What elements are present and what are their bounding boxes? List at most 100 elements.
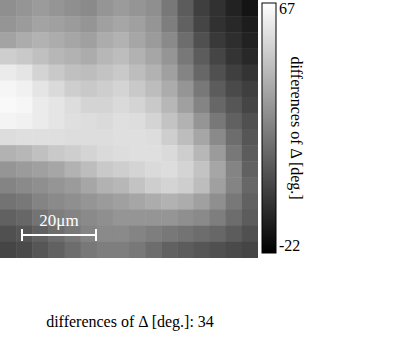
cell xyxy=(161,113,178,130)
cell xyxy=(226,129,243,146)
cell xyxy=(226,113,243,130)
cell xyxy=(226,145,243,162)
cell xyxy=(242,81,258,98)
cell xyxy=(81,65,98,82)
cell xyxy=(177,177,194,194)
cell xyxy=(81,48,98,65)
cell xyxy=(16,32,33,49)
cell xyxy=(81,97,98,114)
cell xyxy=(145,81,162,98)
cell xyxy=(16,210,33,227)
cell xyxy=(194,129,211,146)
cell xyxy=(242,32,258,49)
cell xyxy=(210,242,227,258)
cell xyxy=(81,242,98,258)
cell xyxy=(177,32,194,49)
cell xyxy=(48,32,65,49)
cell xyxy=(65,16,82,33)
cell xyxy=(81,194,98,211)
cell xyxy=(177,145,194,162)
cell xyxy=(81,177,98,194)
cell xyxy=(210,0,227,17)
cell xyxy=(113,194,130,211)
heatmap xyxy=(0,0,258,258)
cell xyxy=(242,177,258,194)
cell xyxy=(145,65,162,82)
cell xyxy=(129,129,146,146)
cell xyxy=(194,210,211,227)
cell xyxy=(161,129,178,146)
cell xyxy=(242,16,258,33)
cell xyxy=(32,0,49,17)
cell xyxy=(32,97,49,114)
cell xyxy=(226,242,243,258)
cell xyxy=(48,161,65,178)
cell xyxy=(81,161,98,178)
cell xyxy=(210,210,227,227)
cell xyxy=(65,129,82,146)
cell xyxy=(97,145,114,162)
cell xyxy=(113,177,130,194)
cell xyxy=(226,81,243,98)
cell xyxy=(210,48,227,65)
cell xyxy=(145,97,162,114)
cell xyxy=(16,129,33,146)
cell xyxy=(65,194,82,211)
cell xyxy=(161,0,178,17)
cell xyxy=(81,129,98,146)
cell xyxy=(32,113,49,130)
cell xyxy=(194,65,211,82)
cell xyxy=(145,161,162,178)
caption: differences of Δ [deg.]: 34 xyxy=(46,313,214,331)
cell xyxy=(242,210,258,227)
scale-bar-line xyxy=(22,234,96,236)
cell xyxy=(210,145,227,162)
cell xyxy=(81,113,98,130)
cell xyxy=(0,81,17,98)
cell xyxy=(226,48,243,65)
cell xyxy=(81,16,98,33)
cell xyxy=(65,145,82,162)
cell xyxy=(0,226,17,243)
cell xyxy=(48,81,65,98)
cell xyxy=(0,48,17,65)
cell xyxy=(81,81,98,98)
cell xyxy=(161,81,178,98)
cell xyxy=(129,210,146,227)
cell xyxy=(0,194,17,211)
cell xyxy=(226,16,243,33)
cell xyxy=(194,242,211,258)
cell xyxy=(210,65,227,82)
cell xyxy=(242,65,258,82)
cell xyxy=(177,65,194,82)
cell xyxy=(145,145,162,162)
cell xyxy=(113,129,130,146)
cell xyxy=(65,48,82,65)
cell xyxy=(113,0,130,17)
cell xyxy=(129,65,146,82)
cell xyxy=(97,48,114,65)
cell xyxy=(226,210,243,227)
cell xyxy=(0,210,17,227)
scale-bar-cap xyxy=(95,229,97,241)
colorbar-gradient xyxy=(262,3,276,253)
cell xyxy=(194,16,211,33)
cell xyxy=(226,161,243,178)
cell xyxy=(0,113,17,130)
cell xyxy=(194,226,211,243)
cell xyxy=(48,113,65,130)
cell xyxy=(97,194,114,211)
cell xyxy=(97,0,114,17)
cell xyxy=(194,0,211,17)
cell xyxy=(16,97,33,114)
cell xyxy=(129,177,146,194)
cell xyxy=(48,97,65,114)
cell xyxy=(97,97,114,114)
cell xyxy=(226,97,243,114)
cell xyxy=(113,242,130,258)
cell xyxy=(210,161,227,178)
cell xyxy=(177,194,194,211)
cell xyxy=(32,65,49,82)
cell xyxy=(32,32,49,49)
cell xyxy=(129,145,146,162)
